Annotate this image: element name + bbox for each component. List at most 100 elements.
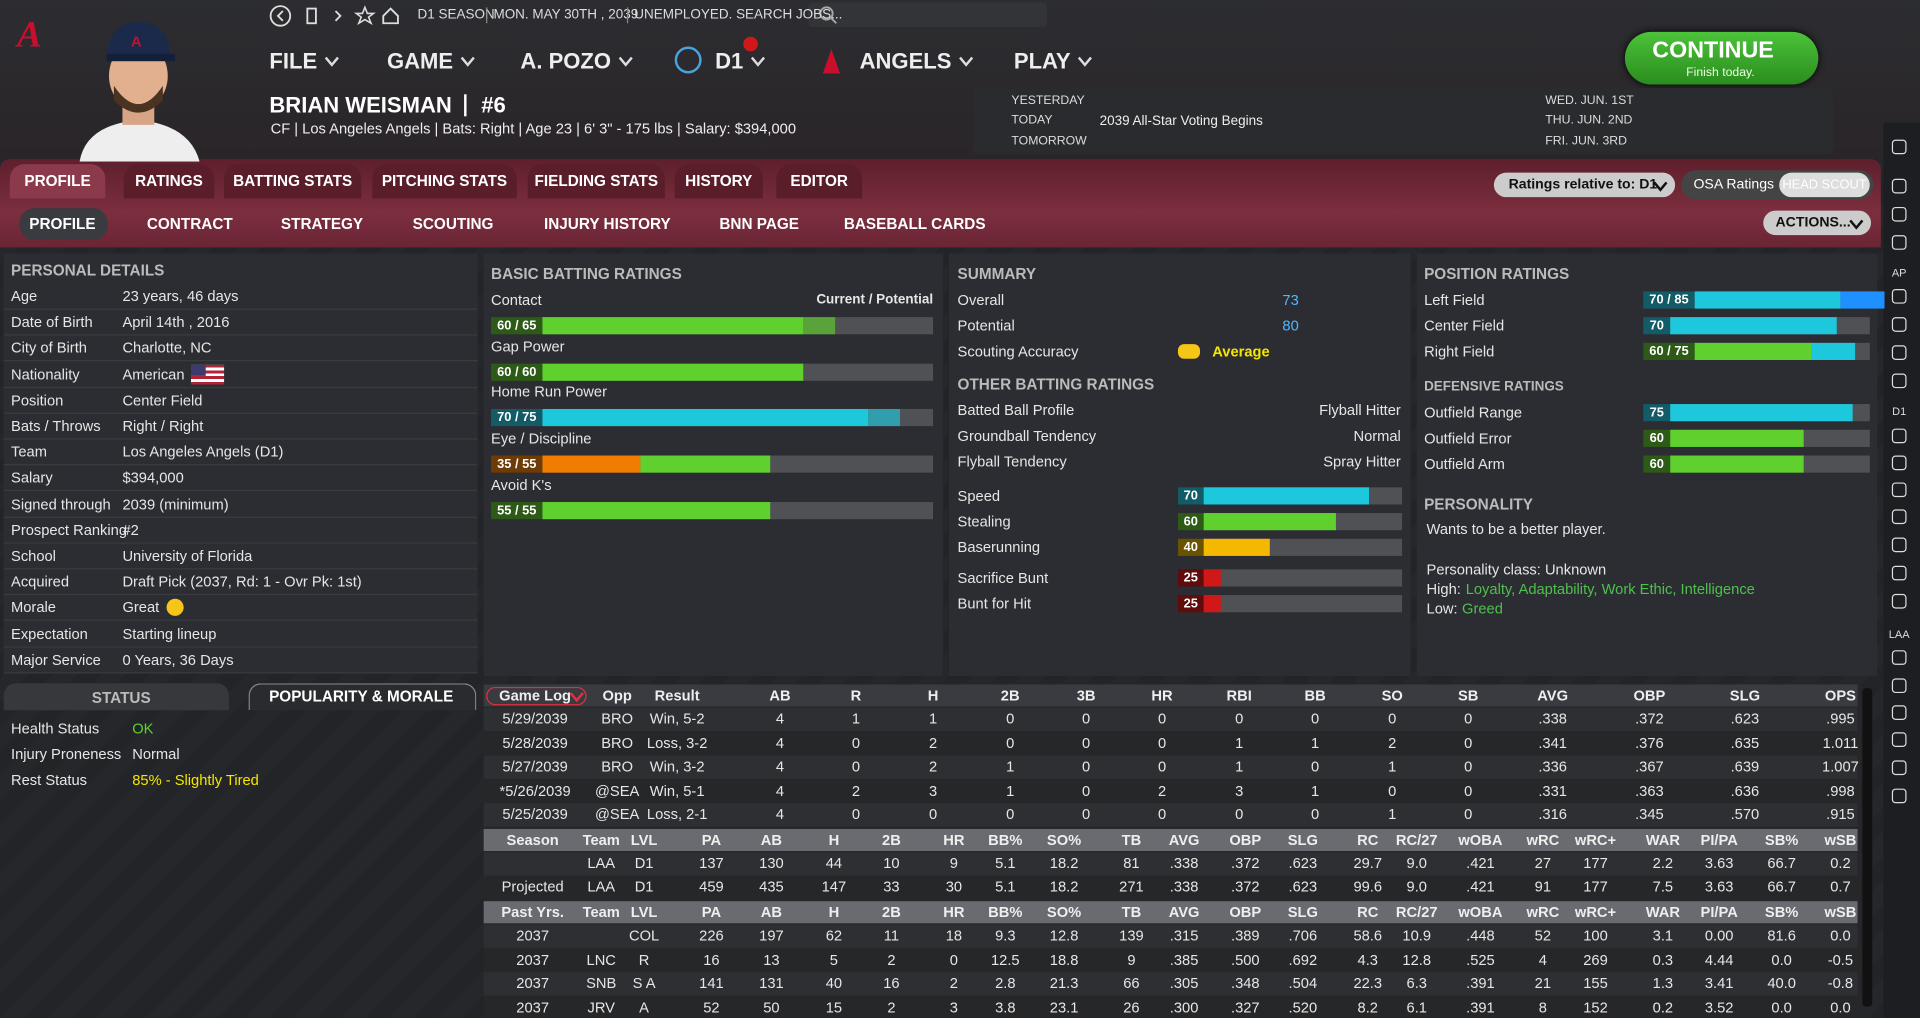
table-cell: 1 (1311, 734, 1320, 752)
tab[interactable] (674, 164, 763, 199)
bar-potential (1840, 291, 1885, 309)
game-log-dropdown[interactable] (486, 686, 587, 706)
sidebar-icon[interactable] (1891, 288, 1907, 304)
subtab-label[interactable]: PROFILE (29, 215, 96, 233)
tab-label[interactable]: FIELDING STATS (534, 172, 659, 190)
table-cell: 0 (949, 951, 958, 969)
detail-label: Acquired (11, 573, 70, 591)
subtab-label[interactable]: BNN PAGE (719, 215, 800, 233)
sidebar-icon[interactable] (1891, 732, 1907, 747)
tab-label[interactable]: PITCHING STATS (381, 172, 508, 190)
table-cell: 0.0 (1771, 998, 1792, 1016)
tab[interactable] (776, 164, 863, 199)
sidebar-icon[interactable] (1891, 650, 1907, 665)
table-cell: 1.011 (1822, 734, 1859, 752)
sidebar-icon[interactable] (1891, 235, 1907, 250)
tab[interactable] (372, 164, 517, 199)
table-cell: 4 (775, 805, 785, 823)
ratings-relative-button[interactable] (1493, 172, 1676, 198)
detail-value: $394,000 (122, 469, 184, 487)
bar-current (542, 501, 771, 519)
osa-label[interactable]: OSA Ratings (1693, 177, 1775, 193)
subtab-label[interactable]: STRATEGY (280, 215, 364, 233)
popularity-tab[interactable] (248, 683, 477, 711)
sidebar-icon[interactable] (1891, 428, 1907, 444)
sidebar-icon[interactable] (1891, 178, 1907, 194)
section-title: SUMMARY (957, 265, 1037, 283)
rating-name: Avoid K's (491, 476, 552, 494)
sidebar-icon[interactable] (1891, 317, 1907, 332)
continue-label[interactable]: CONTINUE (1652, 37, 1774, 64)
table-cell: 27 (1534, 854, 1552, 873)
detail-value: #2 (122, 521, 139, 539)
sidebar-icon[interactable] (1891, 565, 1907, 581)
menu-item[interactable]: ANGELS (859, 48, 952, 74)
menu-item[interactable]: FILE (269, 48, 318, 74)
sidebar-icon[interactable] (1891, 482, 1907, 498)
subtab-label[interactable]: INJURY HISTORY (543, 215, 671, 233)
table-cell: 3.1 (1652, 927, 1674, 945)
detail-row-line (3, 594, 478, 596)
continue-button[interactable] (1624, 31, 1819, 85)
sidebar-icon[interactable] (1891, 139, 1907, 155)
table-header: WAR (1645, 831, 1681, 849)
tab[interactable] (123, 164, 215, 199)
sidebar-icon[interactable] (1891, 593, 1907, 609)
search-box[interactable] (808, 2, 1047, 27)
tab-label[interactable]: RATINGS (135, 172, 203, 190)
tab-label[interactable]: PROFILE (24, 172, 91, 190)
table-cell: -0.8 (1827, 974, 1854, 993)
menu-item[interactable]: PLAY (1013, 48, 1071, 74)
tab[interactable] (527, 164, 665, 199)
sidebar-icon[interactable] (1891, 788, 1907, 804)
sidebar-icon[interactable] (1891, 509, 1907, 525)
detail-row-line (3, 516, 478, 518)
sidebar-icon[interactable] (1891, 206, 1907, 222)
sidebar-icon[interactable] (1891, 537, 1907, 553)
actions-label[interactable]: ACTIONS... (1775, 215, 1851, 231)
head-scout-toggle[interactable] (1779, 172, 1870, 198)
rating-box (491, 501, 543, 519)
panel-tab-label[interactable]: POPULARITY & MORALE (269, 688, 454, 706)
table-header: R (850, 686, 862, 705)
menu-item[interactable]: D1 (715, 48, 744, 74)
sidebar-icon[interactable] (1891, 705, 1907, 721)
tab[interactable] (224, 164, 362, 199)
tab-label[interactable]: EDITOR (790, 172, 848, 190)
sidebar-icon[interactable] (1891, 455, 1907, 471)
bar-current (542, 363, 803, 381)
status-tab[interactable] (3, 683, 229, 711)
tab[interactable] (9, 164, 106, 199)
detail-row-line (3, 620, 478, 622)
subtab-active[interactable] (19, 208, 108, 241)
head-scout-label[interactable]: HEAD SCOUT (1782, 177, 1867, 193)
sidebar-icon[interactable] (1891, 345, 1907, 361)
rating-name: Contact (491, 291, 542, 309)
table-cell: 1.007 (1822, 758, 1859, 776)
tab-label[interactable]: HISTORY (685, 172, 753, 190)
panel-tab-label[interactable]: STATUS (91, 689, 151, 707)
table-header: SO% (1046, 831, 1082, 849)
calendar-label: TOMORROW (1011, 134, 1087, 149)
calendar-date: THU. JUN. 2ND (1545, 113, 1633, 128)
menu-item[interactable]: A. POZO (520, 48, 612, 74)
sidebar-icon[interactable] (1891, 760, 1907, 776)
table-cell: 10.9 (1402, 927, 1432, 945)
table-cell: 0 (1082, 734, 1091, 752)
ratings-relative-label[interactable]: Ratings relative to: D1 (1508, 177, 1658, 193)
menu-item[interactable]: GAME (386, 48, 454, 74)
table-cell: 1 (1311, 781, 1320, 800)
subtab-label[interactable]: SCOUTING (412, 215, 494, 233)
detail-value: Starting lineup (122, 625, 217, 643)
subtab-label[interactable]: BASEBALL CARDS (843, 215, 986, 233)
status-label: Health Status (11, 720, 100, 738)
sidebar-icon[interactable] (1891, 678, 1907, 694)
table-cell: 18 (945, 927, 963, 945)
sidebar-icon[interactable] (1891, 373, 1907, 389)
nav-icons[interactable] (267, 4, 408, 28)
table-header[interactable]: Game Log (499, 686, 572, 705)
tab-label[interactable]: BATTING STATS (233, 172, 353, 190)
subtab-label[interactable]: CONTRACT (146, 215, 233, 233)
table-cell: 2 (851, 781, 861, 800)
table-cell: 0 (928, 805, 938, 823)
